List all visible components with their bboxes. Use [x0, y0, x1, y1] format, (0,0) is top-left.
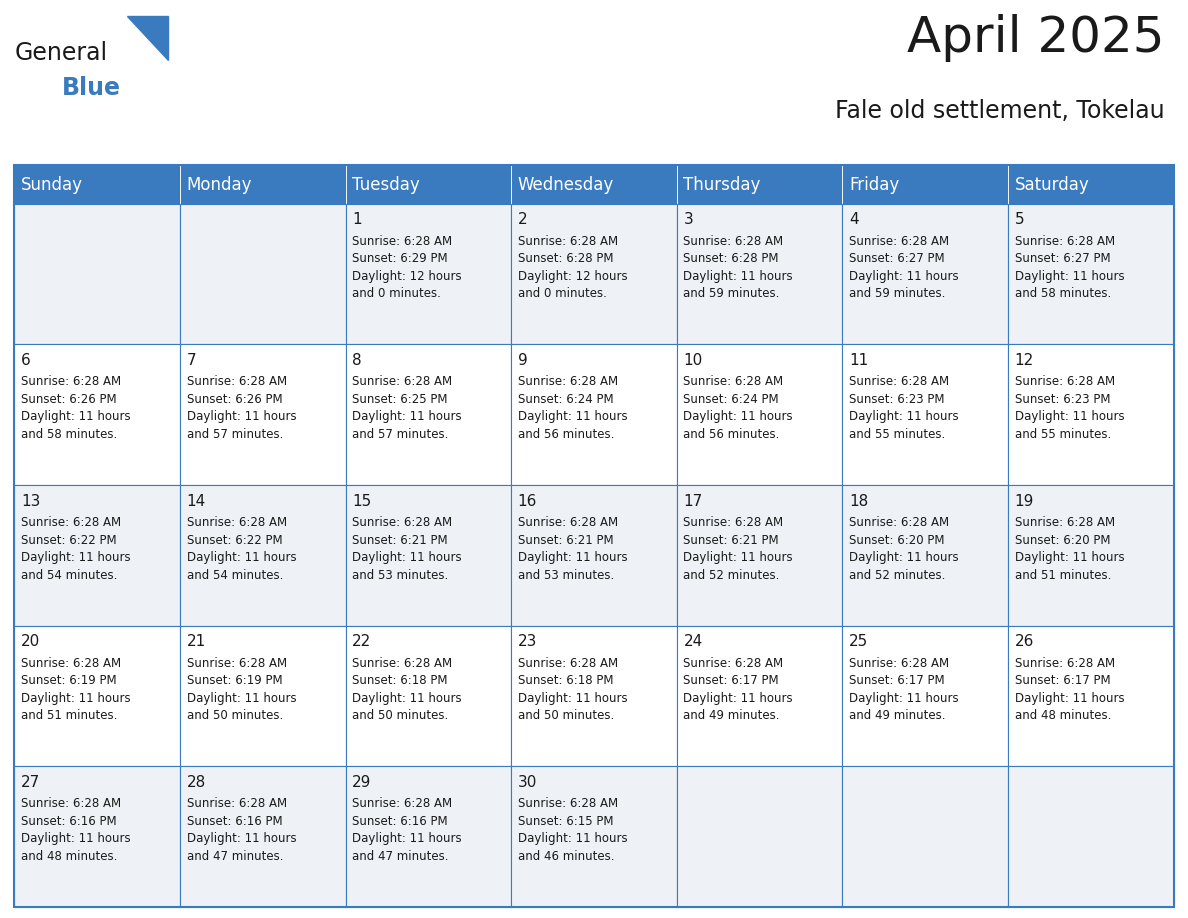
- Text: 1: 1: [352, 212, 362, 228]
- Text: Sunrise: 6:28 AM
Sunset: 6:21 PM
Daylight: 11 hours
and 52 minutes.: Sunrise: 6:28 AM Sunset: 6:21 PM Dayligh…: [683, 516, 794, 581]
- Text: Sunrise: 6:28 AM
Sunset: 6:28 PM
Daylight: 12 hours
and 0 minutes.: Sunrise: 6:28 AM Sunset: 6:28 PM Dayligh…: [518, 235, 627, 300]
- Text: 21: 21: [187, 634, 206, 649]
- Text: Sunrise: 6:28 AM
Sunset: 6:23 PM
Daylight: 11 hours
and 55 minutes.: Sunrise: 6:28 AM Sunset: 6:23 PM Dayligh…: [1015, 375, 1124, 441]
- Text: 6: 6: [21, 353, 31, 368]
- Text: Sunrise: 6:28 AM
Sunset: 6:16 PM
Daylight: 11 hours
and 48 minutes.: Sunrise: 6:28 AM Sunset: 6:16 PM Dayligh…: [21, 798, 131, 863]
- Text: Sunrise: 6:28 AM
Sunset: 6:25 PM
Daylight: 11 hours
and 57 minutes.: Sunrise: 6:28 AM Sunset: 6:25 PM Dayligh…: [352, 375, 462, 441]
- Text: Sunrise: 6:28 AM
Sunset: 6:22 PM
Daylight: 11 hours
and 54 minutes.: Sunrise: 6:28 AM Sunset: 6:22 PM Dayligh…: [21, 516, 131, 581]
- Text: Sunrise: 6:28 AM
Sunset: 6:20 PM
Daylight: 11 hours
and 51 minutes.: Sunrise: 6:28 AM Sunset: 6:20 PM Dayligh…: [1015, 516, 1124, 581]
- Text: 27: 27: [21, 775, 40, 789]
- Text: Sunrise: 6:28 AM
Sunset: 6:17 PM
Daylight: 11 hours
and 49 minutes.: Sunrise: 6:28 AM Sunset: 6:17 PM Dayligh…: [849, 656, 959, 722]
- Text: 23: 23: [518, 634, 537, 649]
- Text: 30: 30: [518, 775, 537, 789]
- Text: Sunrise: 6:28 AM
Sunset: 6:16 PM
Daylight: 11 hours
and 47 minutes.: Sunrise: 6:28 AM Sunset: 6:16 PM Dayligh…: [187, 798, 296, 863]
- Text: 28: 28: [187, 775, 206, 789]
- Text: April 2025: April 2025: [906, 14, 1164, 62]
- Text: 4: 4: [849, 212, 859, 228]
- Text: 25: 25: [849, 634, 868, 649]
- Text: 13: 13: [21, 494, 40, 509]
- Text: 9: 9: [518, 353, 527, 368]
- Text: Wednesday: Wednesday: [518, 175, 614, 194]
- Text: Sunrise: 6:28 AM
Sunset: 6:24 PM
Daylight: 11 hours
and 56 minutes.: Sunrise: 6:28 AM Sunset: 6:24 PM Dayligh…: [683, 375, 794, 441]
- Text: Sunrise: 6:28 AM
Sunset: 6:24 PM
Daylight: 11 hours
and 56 minutes.: Sunrise: 6:28 AM Sunset: 6:24 PM Dayligh…: [518, 375, 627, 441]
- Text: 14: 14: [187, 494, 206, 509]
- Text: Sunrise: 6:28 AM
Sunset: 6:21 PM
Daylight: 11 hours
and 53 minutes.: Sunrise: 6:28 AM Sunset: 6:21 PM Dayligh…: [352, 516, 462, 581]
- Text: Sunrise: 6:28 AM
Sunset: 6:26 PM
Daylight: 11 hours
and 58 minutes.: Sunrise: 6:28 AM Sunset: 6:26 PM Dayligh…: [21, 375, 131, 441]
- Text: 11: 11: [849, 353, 868, 368]
- Text: Sunrise: 6:28 AM
Sunset: 6:28 PM
Daylight: 11 hours
and 59 minutes.: Sunrise: 6:28 AM Sunset: 6:28 PM Dayligh…: [683, 235, 794, 300]
- Text: Sunrise: 6:28 AM
Sunset: 6:26 PM
Daylight: 11 hours
and 57 minutes.: Sunrise: 6:28 AM Sunset: 6:26 PM Dayligh…: [187, 375, 296, 441]
- Text: Tuesday: Tuesday: [352, 175, 419, 194]
- Text: Sunrise: 6:28 AM
Sunset: 6:19 PM
Daylight: 11 hours
and 51 minutes.: Sunrise: 6:28 AM Sunset: 6:19 PM Dayligh…: [21, 656, 131, 722]
- Text: Sunrise: 6:28 AM
Sunset: 6:15 PM
Daylight: 11 hours
and 46 minutes.: Sunrise: 6:28 AM Sunset: 6:15 PM Dayligh…: [518, 798, 627, 863]
- Text: 24: 24: [683, 634, 702, 649]
- Text: Sunrise: 6:28 AM
Sunset: 6:20 PM
Daylight: 11 hours
and 52 minutes.: Sunrise: 6:28 AM Sunset: 6:20 PM Dayligh…: [849, 516, 959, 581]
- Text: 17: 17: [683, 494, 702, 509]
- Text: 3: 3: [683, 212, 693, 228]
- Text: Blue: Blue: [62, 75, 121, 100]
- Text: 18: 18: [849, 494, 868, 509]
- Text: Sunrise: 6:28 AM
Sunset: 6:23 PM
Daylight: 11 hours
and 55 minutes.: Sunrise: 6:28 AM Sunset: 6:23 PM Dayligh…: [849, 375, 959, 441]
- Text: 29: 29: [352, 775, 372, 789]
- Text: Sunrise: 6:28 AM
Sunset: 6:27 PM
Daylight: 11 hours
and 58 minutes.: Sunrise: 6:28 AM Sunset: 6:27 PM Dayligh…: [1015, 235, 1124, 300]
- Text: Sunrise: 6:28 AM
Sunset: 6:16 PM
Daylight: 11 hours
and 47 minutes.: Sunrise: 6:28 AM Sunset: 6:16 PM Dayligh…: [352, 798, 462, 863]
- Text: Thursday: Thursday: [683, 175, 760, 194]
- Text: Sunrise: 6:28 AM
Sunset: 6:21 PM
Daylight: 11 hours
and 53 minutes.: Sunrise: 6:28 AM Sunset: 6:21 PM Dayligh…: [518, 516, 627, 581]
- Text: 7: 7: [187, 353, 196, 368]
- Text: 22: 22: [352, 634, 372, 649]
- Text: Friday: Friday: [849, 175, 899, 194]
- Text: 5: 5: [1015, 212, 1024, 228]
- Text: Fale old settlement, Tokelau: Fale old settlement, Tokelau: [835, 99, 1164, 123]
- Text: 8: 8: [352, 353, 362, 368]
- Text: Saturday: Saturday: [1015, 175, 1089, 194]
- Text: 12: 12: [1015, 353, 1034, 368]
- Text: 20: 20: [21, 634, 40, 649]
- Text: 19: 19: [1015, 494, 1034, 509]
- Text: Sunday: Sunday: [21, 175, 83, 194]
- Text: 2: 2: [518, 212, 527, 228]
- Text: General: General: [14, 41, 107, 65]
- Text: 10: 10: [683, 353, 702, 368]
- Text: Sunrise: 6:28 AM
Sunset: 6:17 PM
Daylight: 11 hours
and 49 minutes.: Sunrise: 6:28 AM Sunset: 6:17 PM Dayligh…: [683, 656, 794, 722]
- Text: Sunrise: 6:28 AM
Sunset: 6:18 PM
Daylight: 11 hours
and 50 minutes.: Sunrise: 6:28 AM Sunset: 6:18 PM Dayligh…: [518, 656, 627, 722]
- Text: Sunrise: 6:28 AM
Sunset: 6:18 PM
Daylight: 11 hours
and 50 minutes.: Sunrise: 6:28 AM Sunset: 6:18 PM Dayligh…: [352, 656, 462, 722]
- Text: 16: 16: [518, 494, 537, 509]
- Polygon shape: [127, 16, 169, 60]
- Text: Sunrise: 6:28 AM
Sunset: 6:19 PM
Daylight: 11 hours
and 50 minutes.: Sunrise: 6:28 AM Sunset: 6:19 PM Dayligh…: [187, 656, 296, 722]
- Text: 15: 15: [352, 494, 372, 509]
- Text: Sunrise: 6:28 AM
Sunset: 6:17 PM
Daylight: 11 hours
and 48 minutes.: Sunrise: 6:28 AM Sunset: 6:17 PM Dayligh…: [1015, 656, 1124, 722]
- Text: Sunrise: 6:28 AM
Sunset: 6:22 PM
Daylight: 11 hours
and 54 minutes.: Sunrise: 6:28 AM Sunset: 6:22 PM Dayligh…: [187, 516, 296, 581]
- Text: 26: 26: [1015, 634, 1034, 649]
- Text: Sunrise: 6:28 AM
Sunset: 6:29 PM
Daylight: 12 hours
and 0 minutes.: Sunrise: 6:28 AM Sunset: 6:29 PM Dayligh…: [352, 235, 462, 300]
- Text: Sunrise: 6:28 AM
Sunset: 6:27 PM
Daylight: 11 hours
and 59 minutes.: Sunrise: 6:28 AM Sunset: 6:27 PM Dayligh…: [849, 235, 959, 300]
- Text: Monday: Monday: [187, 175, 252, 194]
